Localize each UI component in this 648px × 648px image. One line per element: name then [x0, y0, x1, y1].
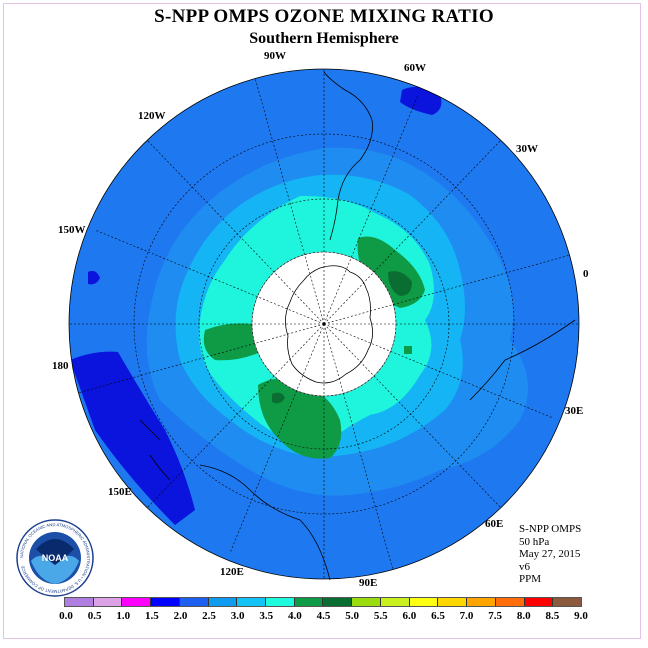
- colorbar-segment: [266, 598, 295, 606]
- map-title: S-NPP OMPS OZONE MIXING RATIO: [154, 6, 494, 27]
- africa-coast: [469, 319, 576, 401]
- new-zealand-coast: [139, 419, 171, 481]
- colorbar-segment: [467, 598, 496, 606]
- lon-label-90w: 90W: [264, 50, 286, 62]
- colorbar-segment: [294, 598, 324, 606]
- colorbar-tick-label: 1.0: [116, 610, 131, 622]
- colorbar-tick-label: 0.0: [59, 610, 73, 622]
- info-pressure: 50 hPa: [519, 535, 550, 548]
- ozone-band-4-5-east: [388, 271, 412, 296]
- south-america-coast: [323, 71, 373, 241]
- colorbar-tick-label: 5.5: [373, 610, 388, 622]
- colorbar-segment: [93, 598, 123, 606]
- ozone-low-region-west: [70, 351, 195, 525]
- colorbar-segment: [495, 598, 525, 606]
- lon-label-150e: 150E: [108, 486, 132, 498]
- colorbar-tick-label: 3.0: [230, 610, 245, 622]
- map-info: S-NPP OMPS 50 hPa May 27, 2015 v6 PPM: [519, 523, 581, 586]
- ozone-band-4-0-spot: [404, 346, 412, 354]
- lon-label-120w: 120W: [138, 110, 166, 122]
- colorbar-tick-label: 2.5: [202, 610, 216, 622]
- australia-coast: [199, 464, 331, 581]
- lon-label-180: 180: [52, 360, 69, 372]
- info-version: v6: [519, 560, 530, 573]
- colorbar-segment: [151, 598, 180, 606]
- colorbar-segment: [323, 598, 353, 606]
- colorbar-tick-label: 7.0: [459, 610, 474, 622]
- colorbar-segment: [409, 598, 439, 606]
- lon-label-30e: 30E: [565, 405, 584, 417]
- info-instrument: S-NPP OMPS: [519, 523, 582, 535]
- lon-label-30w: 30W: [516, 143, 538, 155]
- noaa-logo-text: NOAA: [42, 553, 69, 563]
- colorbar-segment: [179, 598, 209, 606]
- ozone-band-4-5-south: [272, 392, 285, 404]
- info-date: May 27, 2015: [519, 548, 581, 560]
- noaa-logo: NOAA NATIONAL OCEANIC AND ATMOSPHERIC AD…: [16, 519, 94, 597]
- lon-label-120e: 120E: [220, 566, 244, 578]
- lon-label-90e: 90E: [359, 577, 378, 589]
- map-boundary: [68, 68, 580, 580]
- colorbar-segment: [65, 598, 94, 606]
- lon-label-60w: 60W: [404, 62, 426, 74]
- colorbar-tick-label: 8.0: [516, 610, 531, 622]
- lon-label-150w: 150W: [58, 224, 86, 236]
- ozone-low-region-small: [88, 270, 100, 285]
- colorbar-segment: [380, 598, 410, 606]
- graticule: [69, 69, 579, 579]
- info-units: PPM: [519, 573, 542, 585]
- colorbar-segment: [208, 598, 238, 606]
- ozone-low-region-north: [400, 86, 442, 115]
- colorbar-tick-label: 0.5: [87, 610, 102, 622]
- lon-label-0: 0: [583, 268, 589, 280]
- coastlines: [139, 71, 576, 581]
- colorbar-tick-label: 2.0: [173, 610, 188, 622]
- colorbar-tick-label: 4.0: [288, 610, 302, 622]
- lon-label-60e: 60E: [485, 518, 504, 530]
- colorbar: [64, 597, 582, 607]
- map-subtitle: Southern Hemisphere: [249, 30, 399, 47]
- colorbar-segment: [553, 598, 581, 606]
- colorbar-tick-label: 4.5: [316, 610, 331, 622]
- colorbar-tick-label: 1.5: [144, 610, 159, 622]
- colorbar-tick-label: 9.0: [574, 610, 588, 622]
- colorbar-tick-label: 8.5: [545, 610, 560, 622]
- colorbar-segment: [352, 598, 381, 606]
- colorbar-segment: [524, 598, 554, 606]
- colorbar-tick-label: 5.0: [345, 610, 359, 622]
- colorbar-segment: [438, 598, 468, 606]
- colorbar-segment: [122, 598, 152, 606]
- colorbar-tick-label: 6.5: [431, 610, 445, 622]
- colorbar-tick-label: 7.5: [488, 610, 503, 622]
- colorbar-tick-label: 6.0: [402, 610, 417, 622]
- colorbar-tick-label: 3.5: [259, 610, 274, 622]
- antarctica-coast: [285, 265, 373, 384]
- colorbar-segment: [237, 598, 267, 606]
- figure-border: [3, 3, 641, 639]
